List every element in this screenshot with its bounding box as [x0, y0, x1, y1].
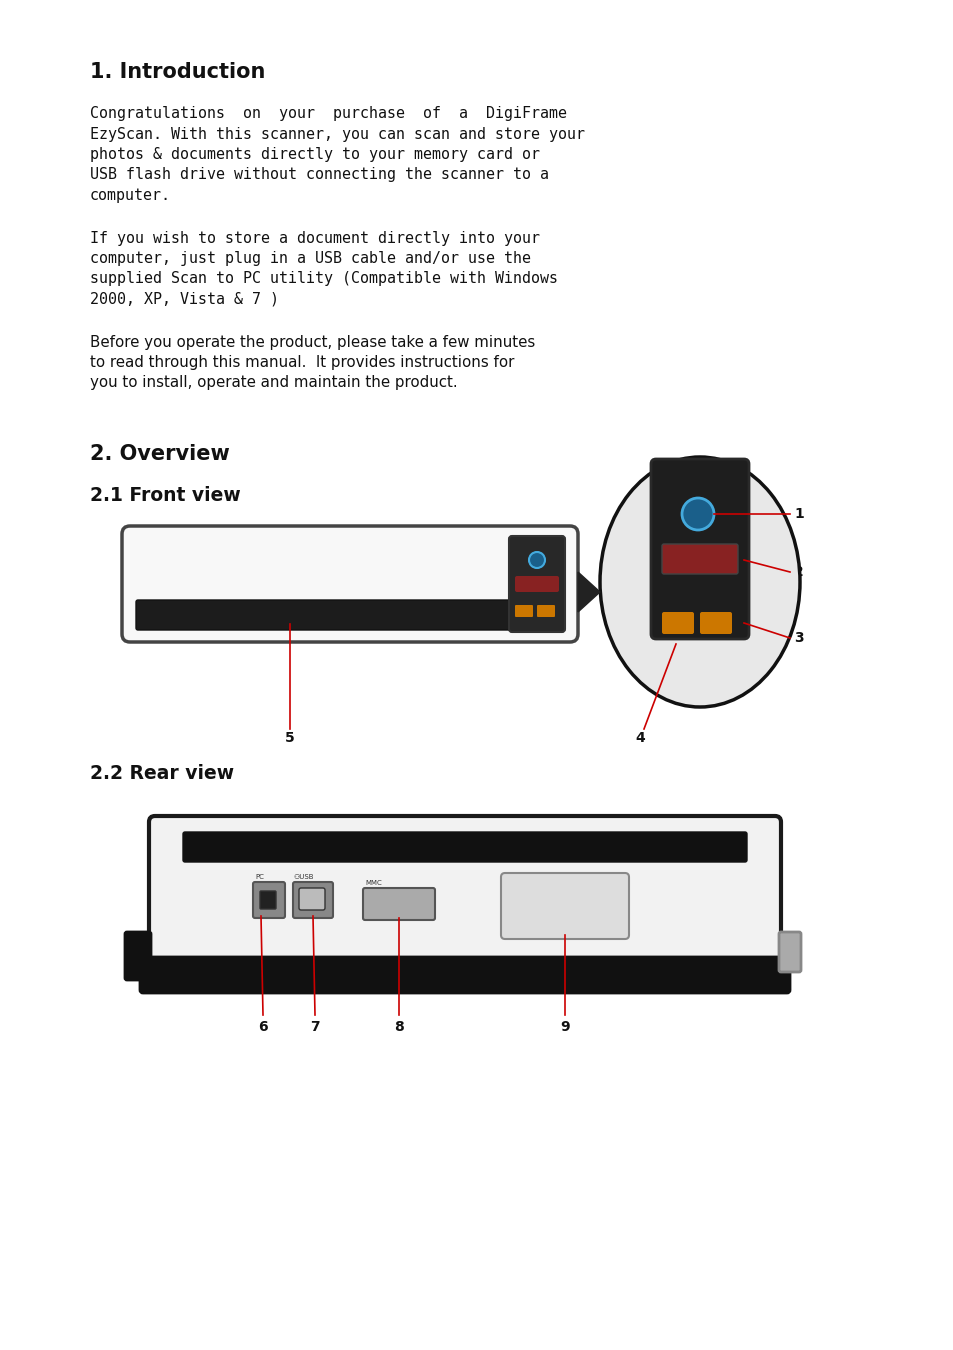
- Text: 5: 5: [285, 730, 294, 745]
- FancyBboxPatch shape: [661, 544, 738, 574]
- Text: 2. Overview: 2. Overview: [90, 444, 230, 464]
- FancyBboxPatch shape: [260, 891, 275, 909]
- FancyBboxPatch shape: [700, 612, 731, 634]
- Text: 1. Introduction: 1. Introduction: [90, 62, 265, 82]
- Text: computer, just plug in a USB cable and/or use the: computer, just plug in a USB cable and/o…: [90, 251, 531, 266]
- FancyBboxPatch shape: [650, 459, 748, 639]
- FancyBboxPatch shape: [515, 605, 533, 617]
- FancyBboxPatch shape: [253, 882, 285, 918]
- Text: 2: 2: [793, 566, 803, 579]
- Text: 3: 3: [793, 630, 802, 645]
- FancyBboxPatch shape: [136, 599, 563, 630]
- FancyBboxPatch shape: [515, 576, 558, 593]
- Text: EzyScan. With this scanner, you can scan and store your: EzyScan. With this scanner, you can scan…: [90, 127, 584, 142]
- Text: to read through this manual.  It provides instructions for: to read through this manual. It provides…: [90, 355, 514, 370]
- Text: 8: 8: [394, 1021, 403, 1034]
- Text: 2.1 Front view: 2.1 Front view: [90, 486, 240, 505]
- Text: 2.2 Rear view: 2.2 Rear view: [90, 764, 233, 783]
- Text: PC: PC: [254, 873, 264, 880]
- FancyBboxPatch shape: [509, 536, 564, 632]
- Text: you to install, operate and maintain the product.: you to install, operate and maintain the…: [90, 375, 457, 390]
- Text: computer.: computer.: [90, 188, 171, 202]
- Text: USB flash drive without connecting the scanner to a: USB flash drive without connecting the s…: [90, 167, 548, 182]
- Text: 4: 4: [635, 730, 644, 745]
- Text: 1: 1: [793, 508, 803, 521]
- Text: 2000, XP, Vista & 7 ): 2000, XP, Vista & 7 ): [90, 292, 278, 306]
- Circle shape: [529, 552, 544, 568]
- FancyBboxPatch shape: [293, 882, 333, 918]
- Text: 9: 9: [559, 1021, 569, 1034]
- Text: Congratulations  on  your  purchase  of  a  DigiFrame: Congratulations on your purchase of a Di…: [90, 107, 566, 122]
- Text: photos & documents directly to your memory card or: photos & documents directly to your memo…: [90, 147, 539, 162]
- Text: ⚇USB: ⚇USB: [293, 873, 314, 880]
- FancyBboxPatch shape: [500, 873, 628, 940]
- Ellipse shape: [599, 458, 800, 707]
- FancyBboxPatch shape: [125, 931, 151, 980]
- FancyBboxPatch shape: [183, 832, 746, 863]
- Text: 7: 7: [310, 1021, 319, 1034]
- FancyBboxPatch shape: [122, 526, 578, 643]
- Text: If you wish to store a document directly into your: If you wish to store a document directly…: [90, 231, 539, 246]
- FancyBboxPatch shape: [140, 957, 789, 994]
- FancyBboxPatch shape: [363, 888, 435, 919]
- Text: MMC: MMC: [365, 880, 381, 886]
- Text: 6: 6: [258, 1021, 268, 1034]
- Polygon shape: [578, 572, 599, 612]
- Text: Before you operate the product, please take a few minutes: Before you operate the product, please t…: [90, 335, 535, 350]
- FancyBboxPatch shape: [537, 605, 555, 617]
- Text: supplied Scan to PC utility (Compatible with Windows: supplied Scan to PC utility (Compatible …: [90, 271, 558, 286]
- Circle shape: [681, 498, 713, 531]
- FancyBboxPatch shape: [779, 931, 801, 972]
- FancyBboxPatch shape: [298, 888, 325, 910]
- FancyBboxPatch shape: [661, 612, 693, 634]
- FancyBboxPatch shape: [149, 815, 781, 988]
